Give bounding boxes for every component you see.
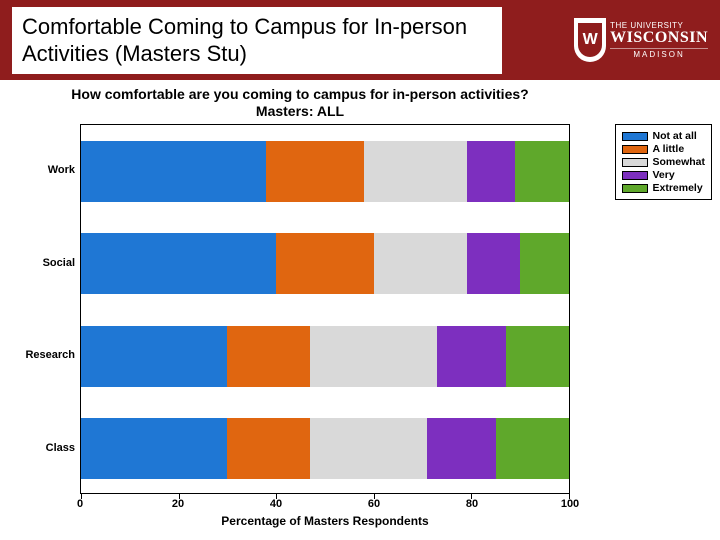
legend: Not at allA littleSomewhatVeryExtremely — [615, 124, 712, 200]
slide-title: Comfortable Coming to Campus for In-pers… — [12, 7, 502, 74]
legend-item: Not at all — [622, 130, 705, 142]
bar-segment — [266, 141, 364, 202]
bar-row — [81, 326, 569, 387]
bar-segment — [310, 418, 427, 479]
bar-segment — [364, 141, 466, 202]
plot-region — [80, 124, 570, 494]
logo-crest: W — [574, 18, 606, 62]
bar-segment — [81, 326, 227, 387]
legend-label: A little — [652, 143, 684, 155]
legend-swatch — [622, 132, 648, 141]
legend-label: Somewhat — [652, 156, 705, 168]
legend-label: Extremely — [652, 182, 702, 194]
bar-segment — [515, 141, 569, 202]
title-banner: Comfortable Coming to Campus for In-pers… — [0, 0, 720, 80]
bar-segment — [467, 233, 521, 294]
legend-item: Very — [622, 169, 705, 181]
bar-segment — [506, 326, 569, 387]
bar-segment — [276, 233, 374, 294]
crest-letter: W — [578, 23, 602, 57]
legend-swatch — [622, 158, 648, 167]
chart-title-line1: How comfortable are you coming to campus… — [71, 86, 528, 102]
chart-title: How comfortable are you coming to campus… — [0, 86, 600, 120]
legend-item: A little — [622, 143, 705, 155]
legend-swatch — [622, 171, 648, 180]
bar-segment — [310, 326, 437, 387]
x-tick-label: 40 — [270, 498, 282, 510]
bar-segment — [427, 418, 495, 479]
logo-line3: MADISON — [610, 48, 708, 59]
bar-segment — [227, 418, 310, 479]
bar-row — [81, 233, 569, 294]
bar-segment — [496, 418, 569, 479]
x-axis-title: Percentage of Masters Respondents — [80, 514, 570, 528]
bar-segment — [227, 326, 310, 387]
bar-row — [81, 418, 569, 479]
y-tick-label: Class — [10, 442, 75, 454]
chart-area: How comfortable are you coming to campus… — [0, 80, 720, 540]
bar-segment — [520, 233, 569, 294]
y-tick-label: Social — [10, 257, 75, 269]
x-tick-label: 60 — [368, 498, 380, 510]
chart-title-line2: Masters: ALL — [256, 103, 344, 119]
x-tick-label: 20 — [172, 498, 184, 510]
logo-line2: WISCONSIN — [610, 30, 708, 46]
y-tick-label: Research — [10, 349, 75, 361]
y-tick-label: Work — [10, 164, 75, 176]
x-axis: 020406080100 — [80, 494, 570, 514]
bar-row — [81, 141, 569, 202]
logo-text: THE UNIVERSITY WISCONSIN MADISON — [610, 22, 708, 59]
x-tick-label: 80 — [466, 498, 478, 510]
x-tick-label: 0 — [77, 498, 83, 510]
legend-label: Very — [652, 169, 674, 181]
legend-swatch — [622, 184, 648, 193]
bar-segment — [374, 233, 467, 294]
bar-segment — [467, 141, 516, 202]
uw-logo: W THE UNIVERSITY WISCONSIN MADISON — [574, 18, 708, 62]
bar-segment — [81, 233, 276, 294]
bar-segment — [437, 326, 505, 387]
legend-swatch — [622, 145, 648, 154]
legend-label: Not at all — [652, 130, 696, 142]
x-tick-label: 100 — [561, 498, 579, 510]
bar-segment — [81, 418, 227, 479]
bar-segment — [81, 141, 266, 202]
legend-item: Extremely — [622, 182, 705, 194]
legend-item: Somewhat — [622, 156, 705, 168]
